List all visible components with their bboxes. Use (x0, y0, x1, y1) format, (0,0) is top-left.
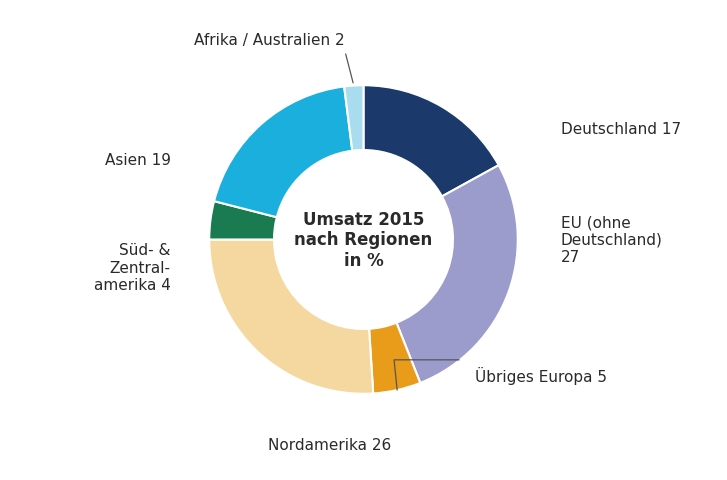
Wedge shape (344, 86, 364, 151)
Wedge shape (214, 87, 353, 218)
Wedge shape (209, 202, 277, 240)
Text: Nordamerika 26: Nordamerika 26 (268, 437, 391, 452)
Text: EU (ohne
Deutschland)
27: EU (ohne Deutschland) 27 (561, 215, 663, 265)
Wedge shape (369, 323, 420, 394)
Text: Übriges Europa 5: Übriges Europa 5 (475, 366, 606, 384)
Text: Asien 19: Asien 19 (105, 153, 171, 168)
Wedge shape (364, 86, 499, 197)
Text: Umsatz 2015
nach Regionen
in %: Umsatz 2015 nach Regionen in % (294, 210, 433, 270)
Text: Deutschland 17: Deutschland 17 (561, 121, 681, 137)
Text: Süd- &
Zentral-
amerika 4: Süd- & Zentral- amerika 4 (94, 243, 171, 292)
Wedge shape (396, 166, 518, 383)
Wedge shape (209, 240, 373, 394)
Text: Afrika / Australien 2: Afrika / Australien 2 (194, 33, 345, 48)
